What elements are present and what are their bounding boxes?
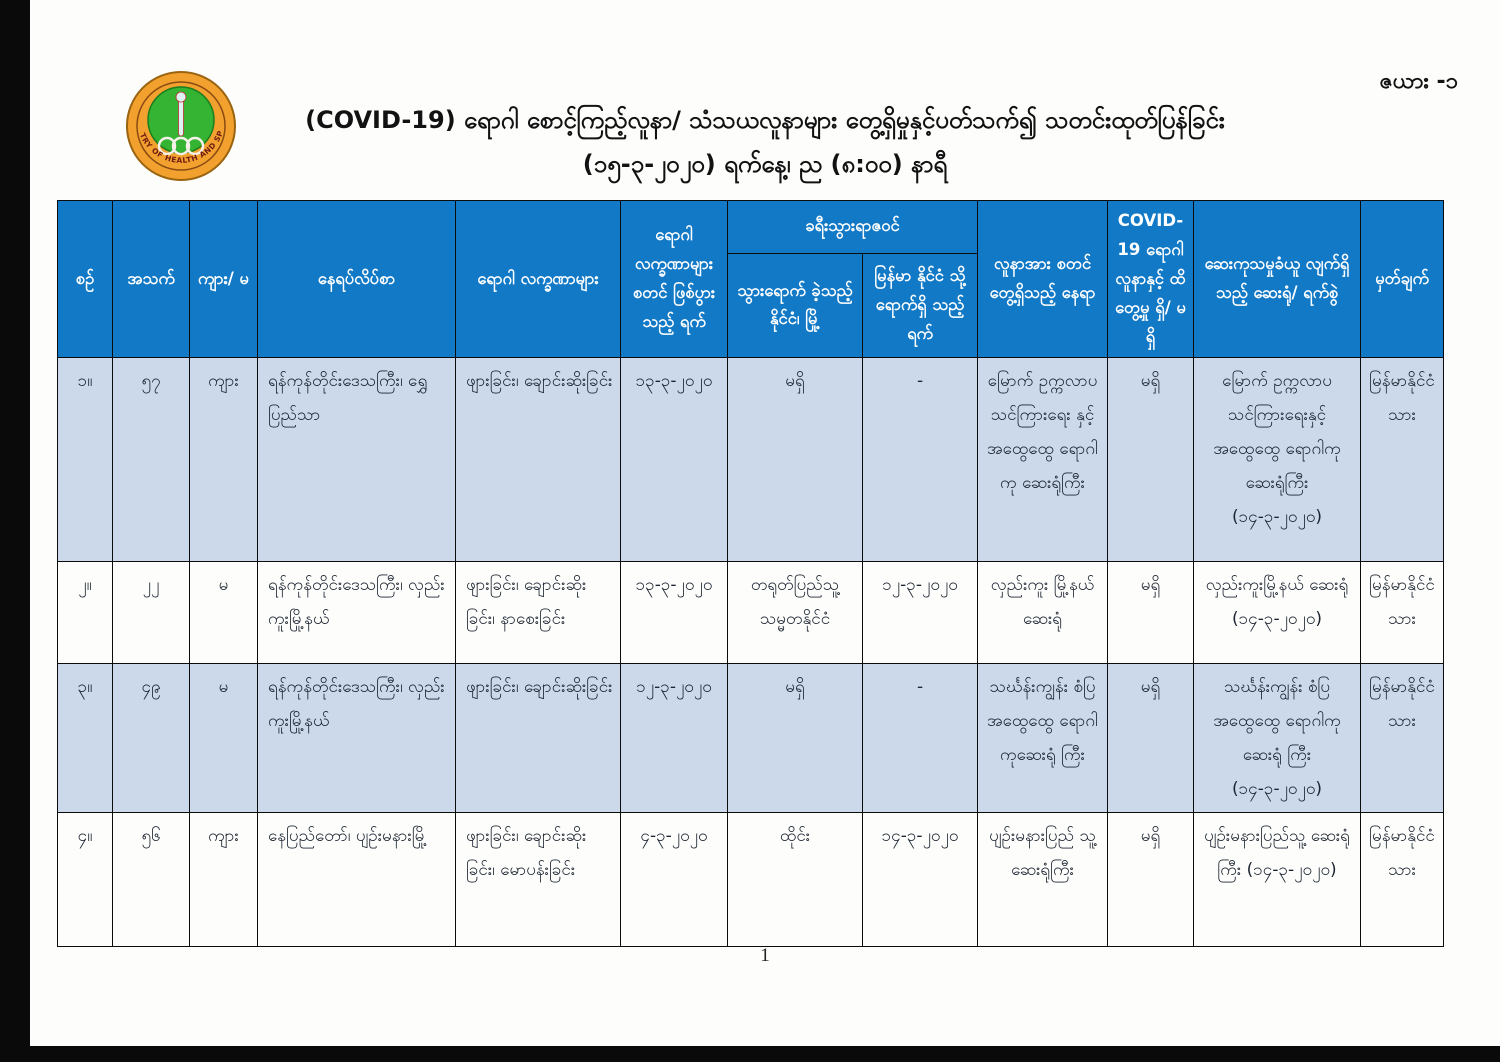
- col-header-no: စဉ်: [57, 199, 113, 359]
- page-number: 1: [760, 945, 770, 966]
- cell-arrival-date: ၁၄-၃-၂၀၂၀: [861, 812, 979, 948]
- ministry-of-health-logo: MINISTRY OF HEALTH AND SPORTS: [121, 63, 237, 182]
- col-header-symptoms: ရောဂါ လက္ခဏာများ: [455, 199, 621, 359]
- cell-address: ရန်ကုန်တိုင်းဒေသကြီး၊ လှည်းကူးမြို့နယ်: [257, 561, 456, 665]
- cell-covid-contact: မရှိ: [1107, 561, 1195, 665]
- cell-hospital: မြောက် ဥက္ကလာပ သင်ကြားရေးနှင့် အထွေထွေ ရ…: [1193, 357, 1362, 563]
- col-header-address: နေရပ်လိပ်စာ: [257, 199, 456, 359]
- cell-age: ၅၆: [112, 812, 190, 948]
- cell-symptoms: ဖျားခြင်း၊ ချောင်းဆိုးခြင်း၊ မောပန်းခြင်…: [455, 812, 621, 948]
- document-page: MINISTRY OF HEALTH AND SPORTS ဇယား -၁ (C…: [30, 0, 1500, 1046]
- cell-address: နေပြည်တော်၊ ပျဉ်းမနားမြို့: [257, 812, 456, 948]
- cell-sex: ကျား: [189, 812, 258, 948]
- cell-no: ၄။: [57, 812, 113, 948]
- cell-address: ရန်ကုန်တိုင်းဒေသကြီး၊ ရွှေပြည်သာ: [257, 357, 456, 563]
- col-header-arrival-date: မြန်မာ နိုင်ငံ သို့ ရောက်ရှိ သည့်ရက်: [861, 252, 979, 359]
- col-header-place-found: လူနာအား စတင် တွေ့ရှိသည့် နေရာ: [977, 199, 1109, 359]
- cell-symptoms: ဖျားခြင်း၊ ချောင်းဆိုးခြင်း: [455, 663, 621, 814]
- table-row: ၁။ ၅၇ ကျား ရန်ကုန်တိုင်းဒေသကြီး၊ ရွှေပြည…: [57, 357, 1445, 563]
- cell-country-visited: မရှိ: [727, 357, 863, 563]
- cell-arrival-date: -: [861, 663, 979, 814]
- cell-place-found: မြောက် ဥက္ကလာပ သင်ကြားရေး နှင့် အထွေထွေ …: [977, 357, 1109, 563]
- col-header-covid-contact: COVID-19 ရောဂါ လူနာနှင့် ထိတွေ့မှု ရှိ/ …: [1107, 199, 1195, 359]
- cell-hospital: လှည်းကူးမြို့နယ် ဆေးရုံ (၁၄-၃-၂၀၂၀): [1193, 561, 1362, 665]
- cell-symptoms: ဖျားခြင်း၊ ချောင်းဆိုးခြင်း၊ နာစေးခြင်း: [455, 561, 621, 665]
- cell-place-found: ပျဉ်းမနားပြည် သူ့ဆေးရုံကြီး: [977, 812, 1109, 948]
- col-header-country-visited: သွားရောက် ခဲ့သည့် နိုင်ငံ၊ မြို့: [727, 252, 863, 359]
- cell-symptom-start-date: ၁၃-၃-၂၀၂၀: [620, 561, 728, 665]
- ministry-seal-icon: MINISTRY OF HEALTH AND SPORTS: [121, 63, 236, 181]
- cell-sex: ကျား: [189, 357, 258, 563]
- header-row-2: သွားရောက် ခဲ့သည့် နိုင်ငံ၊ မြို့ မြန်မာ …: [58, 252, 1444, 359]
- cell-address: ရန်ကုန်တိုင်းဒေသကြီး၊ လှည်းကူးမြို့နယ်: [257, 663, 456, 814]
- cell-sex: မ: [189, 663, 258, 814]
- col-header-sex: ကျား/ မ: [189, 199, 258, 359]
- table-row: ၃။ ၄၉ မ ရန်ကုန်တိုင်းဒေသကြီး၊ လှည်းကူးမြ…: [57, 663, 1445, 814]
- cell-remark: မြန်မာနိုင်ငံ သား: [1360, 812, 1445, 948]
- cell-symptom-start-date: ၁၃-၃-၂၀၂၀: [620, 357, 728, 563]
- col-header-travel-history: ခရီးသွားရာဇဝင်: [726, 200, 979, 254]
- cell-symptom-start-date: ၁၂-၃-၂၀၂၀: [620, 663, 728, 814]
- cell-place-found: သင်္ဃန်းကျွန်း စံပြအထွေထွေ ရောဂါကုဆေးရုံ…: [977, 663, 1109, 814]
- cell-symptoms: ဖျားခြင်း၊ ချောင်းဆိုးခြင်း: [455, 357, 621, 563]
- cell-hospital: သင်္ဃန်းကျွန်း စံပြအထွေထွေ ရောဂါကုဆေးရုံ…: [1193, 663, 1362, 814]
- cell-remark: မြန်မာနိုင်ငံ သား: [1360, 663, 1445, 814]
- report-title-line2: (၁၅-၃-၂၀၂၀) ရက်နေ့၊ ည (၈:၀၀) နာရီ: [582, 150, 948, 178]
- cell-age: ၂၂: [112, 561, 190, 665]
- col-header-symptom-start-date: ရောဂါ လက္ခဏာများ စတင် ဖြစ်ပွားသည့် ရက်: [620, 199, 728, 359]
- table-row: ၂။ ၂၂ မ ရန်ကုန်တိုင်းဒေသကြီး၊ လှည်းကူးမြ…: [57, 561, 1445, 665]
- cell-arrival-date: ၁၂-၃-၂၀၂၀: [861, 561, 979, 665]
- covid-surveillance-table: စဉ် အသက် ကျား/ မ နေရပ်လိပ်စာ ရောဂါ လက္ခဏ…: [57, 199, 1445, 948]
- header-row-1: စဉ် အသက် ကျား/ မ နေရပ်လိပ်စာ ရောဂါ လက္ခဏ…: [57, 199, 1445, 359]
- cell-sex: မ: [189, 561, 258, 665]
- col-header-remark: မှတ်ချက်: [1360, 199, 1445, 359]
- cell-covid-contact: မရှိ: [1107, 357, 1195, 563]
- report-title-line1: (COVID-19) ရောဂါ စောင့်ကြည့်လူနာ/ သံသယလူ…: [305, 106, 1225, 134]
- cell-hospital: ပျဉ်းမနားပြည်သူ့ ဆေးရုံကြီး (၁၄-၃-၂၀၂၀): [1193, 812, 1362, 948]
- cell-remark: မြန်မာနိုင်ငံ သား: [1360, 561, 1445, 665]
- col-header-age: အသက်: [112, 199, 190, 359]
- report-title: (COVID-19) ရောဂါ စောင့်ကြည့်လူနာ/ သံသယလူ…: [30, 98, 1500, 186]
- cell-covid-contact: မရှိ: [1107, 812, 1195, 948]
- table-corner-tag: ဇယား -၁: [1379, 69, 1458, 94]
- cell-arrival-date: -: [861, 357, 979, 563]
- col-header-hospital: ဆေးကုသမှုခံယူ လျက်ရှိသည့် ဆေးရုံ/ ရက်စွဲ: [1193, 199, 1362, 359]
- cell-place-found: လှည်းကူး မြို့နယ် ဆေးရုံ: [977, 561, 1109, 665]
- cell-remark: မြန်မာနိုင်ငံ သား: [1360, 357, 1445, 563]
- cell-age: ၅၇: [112, 357, 190, 563]
- cell-age: ၄၉: [112, 663, 190, 814]
- cell-no: ၂။: [57, 561, 113, 665]
- cell-country-visited: မရှိ: [727, 663, 863, 814]
- cell-covid-contact: မရှိ: [1107, 663, 1195, 814]
- cell-country-visited: တရုတ်ပြည်သူ့ သမ္မတနိုင်ငံ: [727, 561, 863, 665]
- table-row: ၄။ ၅၆ ကျား နေပြည်တော်၊ ပျဉ်းမနားမြို့ ဖျ…: [57, 812, 1445, 948]
- cell-no: ၁။: [57, 357, 113, 563]
- cell-no: ၃။: [57, 663, 113, 814]
- cell-country-visited: ထိုင်း: [727, 812, 863, 948]
- cell-symptom-start-date: ၄-၃-၂၀၂၀: [620, 812, 728, 948]
